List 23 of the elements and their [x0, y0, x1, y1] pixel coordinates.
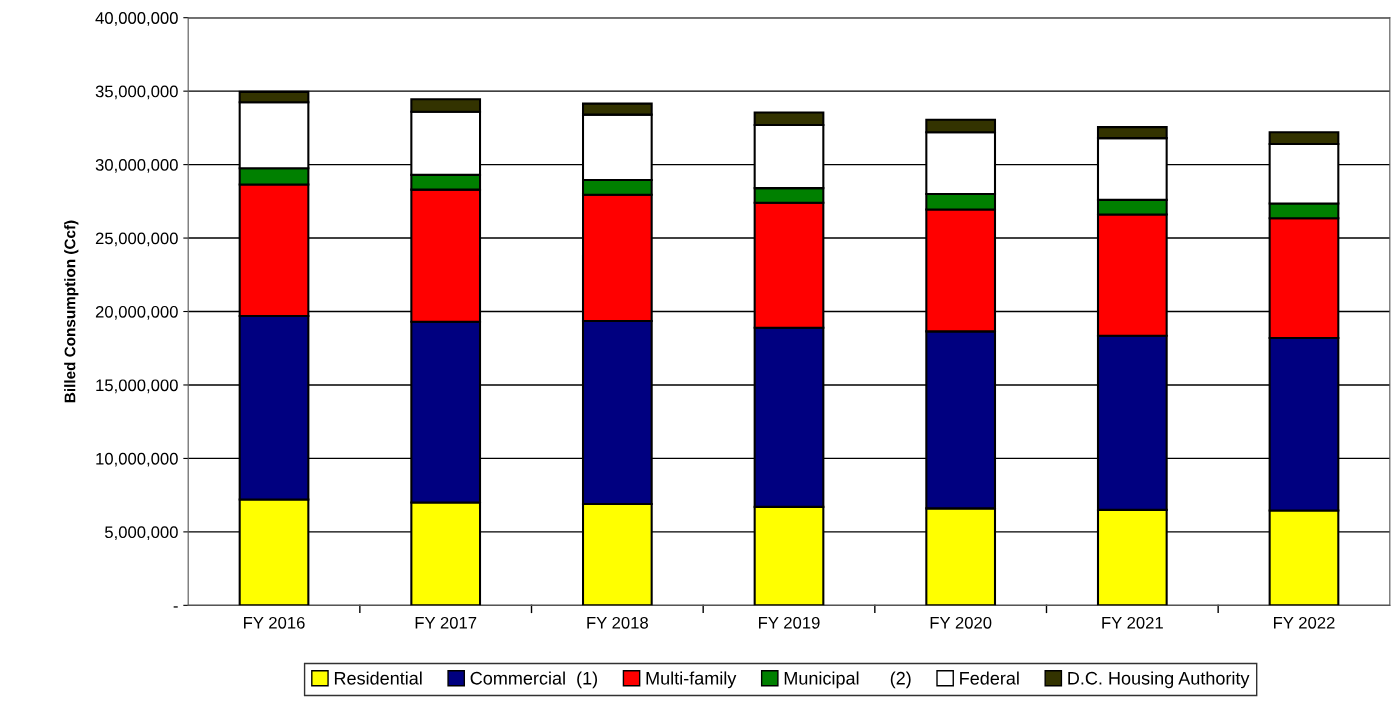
x-tick-label: FY 2022 [1274, 616, 1335, 629]
y-tick-label: 30,000,000 [95, 159, 178, 173]
legend-label: Multi-family [646, 671, 737, 689]
x-tick-label: FY 2021 [1102, 616, 1163, 629]
x-tick-label: FY 2018 [587, 616, 648, 629]
x-tick-label: FY 2017 [415, 616, 477, 629]
y-axis-title: Billed Consumption (Ccf) [64, 220, 79, 403]
legend-label: Municipal (2) [784, 671, 911, 689]
y-tick-label: 5,000,000 [105, 526, 178, 541]
y-tick-label: 15,000,000 [96, 379, 178, 394]
y-tick-label: - [173, 606, 178, 608]
legend-label: D.C. Housing Authority [1068, 671, 1250, 689]
y-tick-label: 25,000,000 [95, 232, 178, 247]
x-tick-label: FY 2016 [244, 616, 305, 629]
y-tick-label: 20,000,000 [95, 305, 178, 320]
x-tick-label: FY 2020 [930, 616, 992, 629]
legend-label: Federal [960, 671, 1019, 685]
y-tick-label: 40,000,000 [95, 12, 178, 26]
x-tick-label: FY 2019 [759, 616, 820, 629]
y-tick-label: 10,000,000 [96, 452, 178, 467]
legend-label: Residential [334, 671, 422, 685]
legend-label: Commercial (1) [470, 671, 598, 689]
y-tick-label: 35,000,000 [95, 85, 178, 100]
